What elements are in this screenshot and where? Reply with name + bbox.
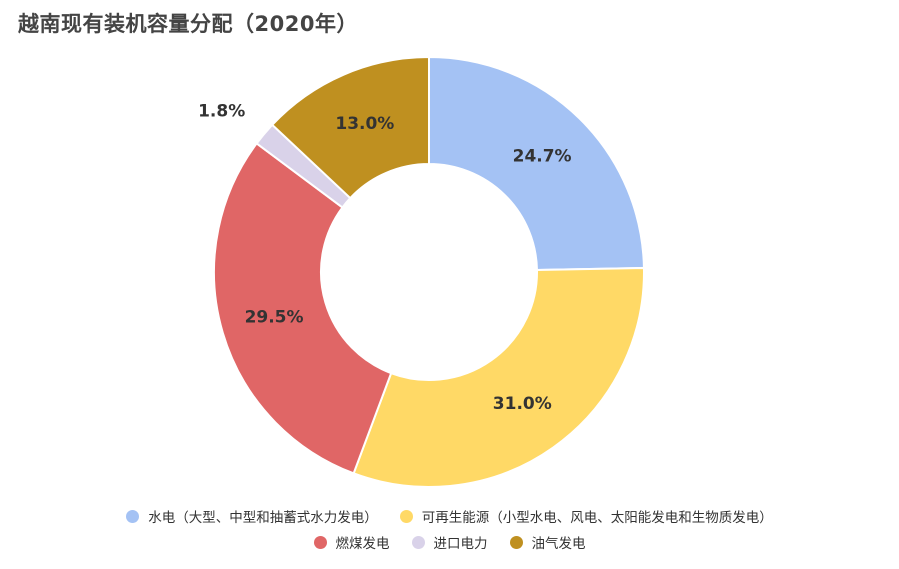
data-label-coal: 29.5%: [245, 308, 304, 328]
legend-item-coal[interactable]: 燃煤发电: [313, 532, 390, 552]
data-label-renewable: 31.0%: [493, 394, 552, 414]
legend-label-hydro: 水电（大型、中型和抽蓄式水力发电）: [148, 510, 378, 526]
slice-renewable[interactable]: [352, 266, 645, 488]
legend-label-import: 进口电力: [433, 536, 488, 552]
legend-swatch-renewable: [399, 509, 413, 523]
legend-swatch-coal: [313, 535, 327, 549]
legend-swatch-oilgas: [509, 535, 523, 549]
legend-label-renewable: 可再生能源（小型水电、风电、太阳能发电和生物质发电）: [421, 510, 773, 526]
legend-item-hydro[interactable]: 水电（大型、中型和抽蓄式水力发电）: [126, 506, 378, 526]
legend-swatch-hydro: [126, 509, 140, 523]
legend-item-renewable[interactable]: 可再生能源（小型水电、风电、太阳能发电和生物质发电）: [399, 506, 773, 526]
legend-label-coal: 燃煤发电: [335, 536, 390, 552]
data-label-hydro: 24.7%: [513, 147, 572, 167]
slice-oilgas[interactable]: [270, 55, 430, 200]
data-label-oilgas: 13.0%: [335, 114, 394, 134]
legend-row-2: 燃煤发电 进口电力 油气发电: [0, 529, 899, 555]
legend-label-oilgas: 油气发电: [531, 536, 586, 552]
legend: 水电（大型、中型和抽蓄式水力发电） 可再生能源（小型水电、风电、太阳能发电和生物…: [0, 503, 899, 555]
slice-hydro[interactable]: [428, 55, 645, 271]
donut-chart: 24.7% 31.0% 29.5% 1.8% 13.0%: [198, 55, 645, 488]
legend-row-1: 水电（大型、中型和抽蓄式水力发电） 可再生能源（小型水电、风电、太阳能发电和生物…: [0, 503, 899, 529]
chart-title: 越南现有装机容量分配（2020年）: [18, 12, 358, 36]
data-label-import: 1.8%: [198, 101, 245, 121]
legend-item-oilgas[interactable]: 油气发电: [509, 532, 586, 552]
slice-coal[interactable]: [213, 142, 393, 475]
legend-item-import[interactable]: 进口电力: [411, 532, 488, 552]
legend-swatch-import: [411, 535, 425, 549]
